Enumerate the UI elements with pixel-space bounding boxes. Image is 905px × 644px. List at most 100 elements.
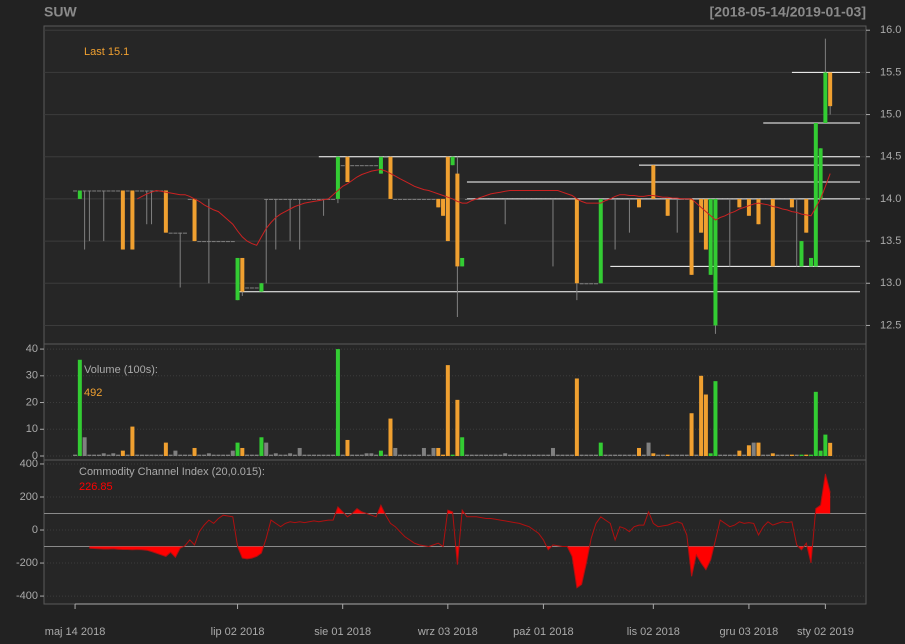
candle-body bbox=[264, 198, 269, 200]
volume-bar bbox=[235, 442, 240, 456]
candle-body bbox=[302, 198, 307, 200]
candle-body bbox=[369, 165, 374, 167]
candle-body bbox=[828, 72, 833, 107]
volume-bar bbox=[684, 454, 689, 456]
candle-body bbox=[799, 241, 804, 267]
volume-bar bbox=[641, 454, 646, 456]
volume-bar bbox=[82, 437, 87, 456]
volume-bar bbox=[364, 453, 369, 456]
volume-bar bbox=[139, 454, 144, 456]
volume-bar bbox=[746, 445, 751, 456]
x-tick-label: wrz 03 2018 bbox=[417, 626, 478, 638]
candle-body bbox=[249, 287, 254, 289]
y-tick-label: 30 bbox=[26, 370, 38, 382]
candle-body bbox=[211, 241, 216, 243]
candle-body bbox=[460, 257, 465, 267]
x-tick-label: gru 03 2018 bbox=[720, 626, 779, 638]
candle-body bbox=[378, 156, 383, 174]
candle-body bbox=[206, 241, 211, 243]
volume-bar bbox=[421, 447, 426, 456]
y-tick-label: 12.5 bbox=[880, 319, 901, 331]
y-tick-label: 15.0 bbox=[880, 108, 901, 120]
candle-body bbox=[426, 198, 431, 200]
panel-frame bbox=[43, 25, 867, 345]
volume-bar bbox=[326, 454, 331, 456]
y-tick-label: 0 bbox=[32, 524, 38, 536]
candle-body bbox=[307, 198, 312, 200]
volume-bar bbox=[398, 454, 403, 456]
volume-bar bbox=[512, 454, 517, 456]
volume-bar bbox=[178, 454, 183, 456]
candle-body bbox=[340, 165, 345, 167]
candle-body bbox=[331, 198, 336, 200]
candle-body bbox=[116, 190, 121, 192]
candle-body bbox=[737, 198, 742, 208]
volume-bar bbox=[106, 454, 111, 456]
candle-body bbox=[670, 198, 675, 200]
candle-body bbox=[455, 173, 460, 267]
candle-body bbox=[316, 198, 321, 200]
volume-bar bbox=[794, 454, 799, 456]
volume-bar bbox=[627, 454, 632, 456]
candle-body bbox=[221, 241, 226, 243]
candle-body bbox=[498, 198, 503, 200]
volume-bar bbox=[130, 426, 135, 456]
candle-body bbox=[813, 123, 818, 267]
last-label: 226.85 bbox=[79, 481, 113, 493]
volume-bar bbox=[269, 454, 274, 456]
volume-bar bbox=[469, 454, 474, 456]
candle-body bbox=[168, 232, 173, 234]
candle-body bbox=[823, 72, 828, 124]
volume-bar bbox=[464, 454, 469, 456]
candle-body bbox=[560, 198, 565, 200]
volume-bar bbox=[804, 454, 809, 456]
volume-bar bbox=[742, 454, 747, 456]
volume-bar bbox=[713, 381, 718, 456]
volume-bar bbox=[828, 442, 833, 456]
volume-bar bbox=[785, 454, 790, 456]
candle-body bbox=[665, 198, 670, 216]
candle-body bbox=[723, 198, 728, 200]
volume-bar bbox=[770, 453, 775, 456]
x-tick-label: sie 01 2018 bbox=[314, 626, 371, 638]
y-tick-label: 14.5 bbox=[880, 151, 901, 163]
volume-bar bbox=[393, 447, 398, 456]
candle-body bbox=[613, 198, 618, 200]
panel-frame bbox=[43, 459, 867, 605]
volume-bar bbox=[560, 454, 565, 456]
volume-bar bbox=[340, 454, 345, 456]
volume-bar bbox=[307, 454, 312, 456]
candle-body bbox=[288, 198, 293, 200]
candle-body bbox=[660, 198, 665, 200]
candle-body bbox=[503, 198, 508, 200]
volume-bar bbox=[522, 454, 527, 456]
volume-bar bbox=[799, 454, 804, 456]
volume-bar bbox=[77, 359, 82, 456]
volume-bar bbox=[378, 450, 383, 456]
volume-bar bbox=[632, 454, 637, 456]
last-label: Last 15.1 bbox=[84, 46, 129, 58]
volume-bar bbox=[493, 454, 498, 456]
volume-bar bbox=[163, 442, 168, 456]
candle-body bbox=[192, 198, 197, 242]
volume-bar bbox=[651, 453, 656, 456]
candle-body bbox=[445, 156, 450, 242]
candle-body bbox=[359, 165, 364, 167]
candle-body bbox=[254, 287, 259, 289]
candle-body bbox=[589, 283, 594, 285]
candle-body bbox=[708, 198, 713, 275]
candle-body bbox=[579, 283, 584, 285]
candle-body bbox=[718, 198, 723, 200]
volume-bar bbox=[517, 454, 522, 456]
volume-bar bbox=[96, 454, 101, 456]
volume-bar bbox=[703, 394, 708, 456]
candle-body bbox=[550, 198, 555, 200]
candle-body bbox=[202, 241, 207, 243]
candle-body bbox=[536, 198, 541, 200]
volume-bar bbox=[149, 454, 154, 456]
candle-body bbox=[312, 198, 317, 200]
candle-body bbox=[636, 198, 641, 208]
volume-bar bbox=[407, 454, 412, 456]
volume-bar bbox=[230, 450, 235, 456]
volume-bar bbox=[527, 454, 532, 456]
